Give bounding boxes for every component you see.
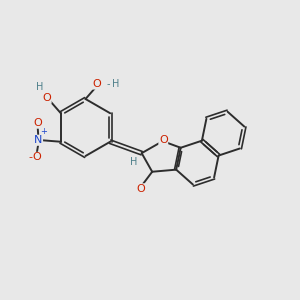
Text: O: O <box>32 152 41 162</box>
Text: O: O <box>137 184 146 194</box>
Text: N: N <box>34 135 43 145</box>
Text: O: O <box>33 118 42 128</box>
Text: H: H <box>130 157 137 167</box>
Text: O: O <box>92 79 101 89</box>
Text: +: + <box>40 127 47 136</box>
Text: H: H <box>112 79 120 89</box>
Text: O: O <box>42 93 51 103</box>
Text: H: H <box>36 82 44 92</box>
Text: -: - <box>107 79 110 89</box>
Text: O: O <box>159 135 168 145</box>
Text: -: - <box>28 152 32 162</box>
